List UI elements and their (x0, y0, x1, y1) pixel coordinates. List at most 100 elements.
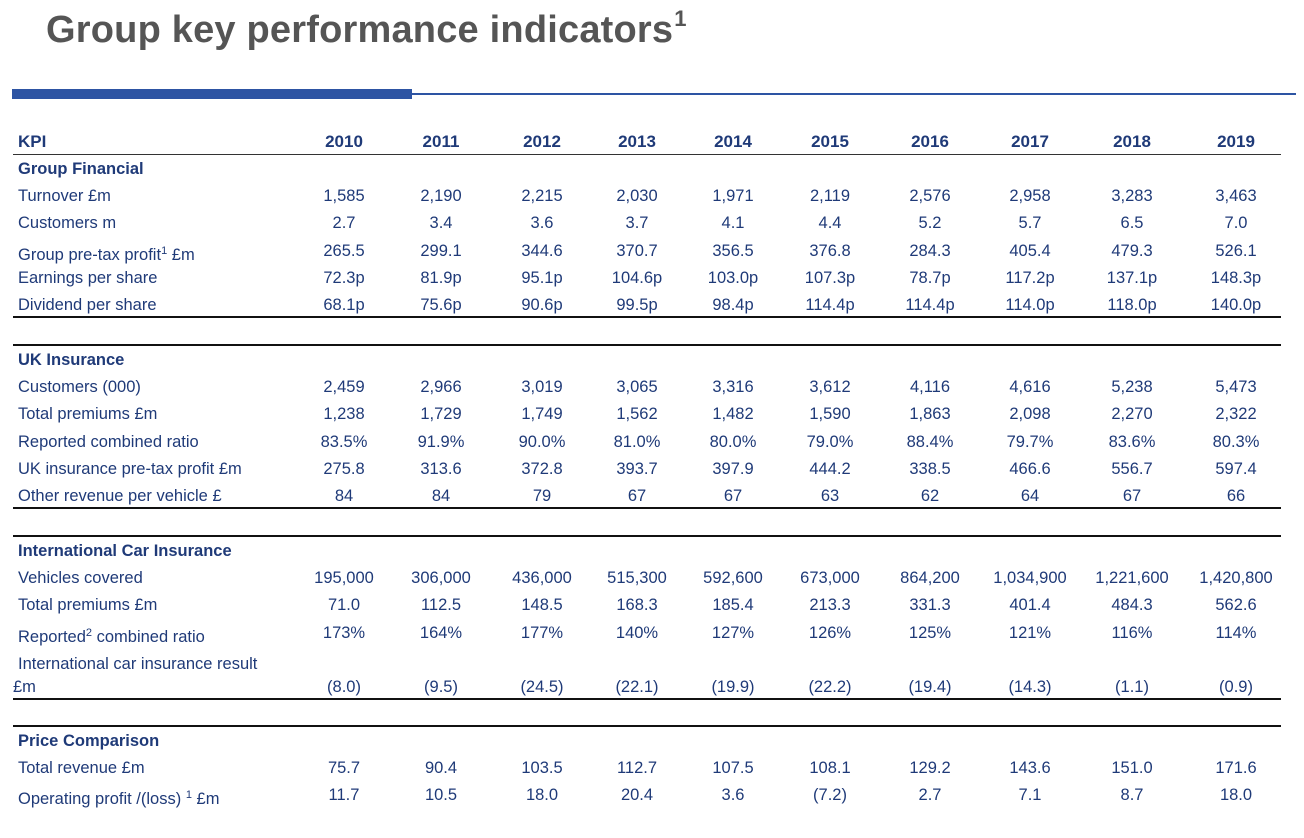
value-2018: 2,270 (1111, 405, 1153, 424)
table-row: Other revenue per vehicle £ 84 84 79 67 67 63 6… (13, 483, 1281, 510)
value-2013: 67 (627, 487, 647, 506)
value-2015: 108.1 (809, 759, 851, 777)
section-title: Price Comparison (18, 732, 160, 750)
value-2017: 7.1 (1018, 786, 1042, 805)
value-2011: 84 (431, 487, 451, 506)
value-2017: 1,034,900 (993, 569, 1067, 587)
value-2016: 338.5 (909, 459, 951, 478)
value-2017: (14.3) (1008, 677, 1052, 696)
row-label: Other revenue per vehicle £ (18, 487, 222, 506)
page-title-text: Group key performance indicators (46, 9, 674, 51)
value-2018: 137.1p (1106, 268, 1158, 287)
value-2014: 185.4 (712, 596, 754, 615)
header-year-2012: 2012 (523, 132, 561, 151)
value-2012: 344.6 (521, 241, 563, 260)
row-label: Operating profit /(loss) 1 £m (18, 789, 220, 809)
table-row: Earnings per share 72.3p 81.9p 95.1p 104.6p 1… (13, 265, 1281, 292)
row-label: International car insurance result (18, 654, 258, 673)
header-year-2018: 2018 (1113, 132, 1151, 151)
value-2019: 114% (1215, 623, 1257, 642)
section-end-rule (13, 507, 1281, 509)
value-2011: 75.6p (420, 296, 462, 315)
value-2018: 8.7 (1120, 786, 1144, 805)
value-2014: 3.6 (721, 786, 745, 805)
value-2015: 2,119 (809, 187, 851, 205)
value-2013: 168.3 (616, 596, 658, 615)
table-row: Customers m 2.7 3.4 3.6 3.7 4.1 4.4 5.2 5.7 6.5 7.… (13, 210, 1281, 237)
value-2014: 356.5 (712, 241, 754, 260)
value-2015: 673,000 (800, 569, 860, 587)
value-2017: 64 (1020, 487, 1040, 506)
value-2013: (22.1) (615, 677, 659, 696)
value-2013: 20.4 (620, 786, 654, 805)
value-2016: 2,576 (909, 187, 951, 205)
row-label: Group pre-tax profit1 £m (18, 244, 195, 264)
value-2014: 67 (723, 487, 743, 506)
value-2016: 864,200 (900, 569, 960, 587)
table-row: Group pre-tax profit1 £m 265.5 299.1 344.6 3… (13, 238, 1281, 265)
value-2015: 4.4 (818, 214, 842, 233)
value-2010: 1,238 (323, 405, 365, 424)
header-underline (13, 154, 1281, 155)
value-2019: 66 (1226, 487, 1246, 506)
section-end-rule (13, 698, 1281, 700)
value-2019: 148.3p (1210, 268, 1262, 287)
header-year-2014: 2014 (714, 132, 752, 151)
table-row: Reported2 combined ratio 173% 164% 177% 140%… (13, 620, 1281, 647)
value-2014: 592,600 (703, 569, 763, 587)
value-2013: 393.7 (616, 459, 658, 478)
value-2015: 79.0% (806, 432, 854, 451)
header-rule-thick (12, 89, 412, 99)
value-2015: 114.4p (805, 296, 855, 315)
section-end-rule (13, 316, 1281, 318)
table-row: UK insurance pre-tax profit £m 275.8 313.6… (13, 456, 1281, 483)
value-2016: 129.2 (909, 759, 951, 777)
value-2010: 84 (334, 487, 354, 506)
table-row: Total revenue £m 75.7 90.4 103.5 112.7 107.5 1… (13, 755, 1281, 782)
value-2010: 195,000 (314, 569, 374, 587)
value-2014: 98.4p (712, 296, 754, 315)
value-2017: 4,616 (1009, 378, 1051, 396)
value-2013: 3.7 (625, 214, 649, 233)
footnote-marker: 1 (161, 244, 168, 257)
value-2016: 284.3 (909, 241, 951, 260)
value-2015: 107.3p (804, 268, 856, 287)
page-title-footnote: 1 (674, 6, 687, 31)
value-2014: 3,316 (712, 378, 754, 396)
value-2016: 2.7 (918, 786, 942, 805)
value-2011: 10.5 (424, 786, 458, 805)
table-header-row: KPI 2010 2011 2012 2013 2014 2015 2016 2017 2018 2… (13, 128, 1281, 155)
header-rule-thin (412, 93, 1296, 95)
section-start-rule (13, 725, 1281, 727)
value-2016: 331.3 (909, 596, 951, 615)
value-2018: 83.6% (1108, 432, 1156, 451)
value-2014: 127% (711, 623, 755, 642)
row-label-line2: £m (13, 677, 36, 696)
value-2011: 90.4 (424, 759, 458, 777)
value-2017: 466.6 (1009, 459, 1051, 478)
value-2016: 88.4% (906, 432, 954, 451)
row-label: Reported combined ratio (18, 432, 199, 451)
value-2019: 562.6 (1215, 596, 1257, 615)
row-label: Total premiums £m (18, 596, 158, 615)
value-2018: 67 (1122, 487, 1142, 506)
footnote-marker: 2 (85, 626, 93, 639)
row-label: Dividend per share (18, 296, 157, 315)
value-2010: 83.5% (320, 432, 368, 451)
header-year-2017: 2017 (1011, 132, 1049, 151)
value-2013: 515,300 (607, 569, 667, 587)
value-2016: 78.7p (909, 268, 951, 287)
value-2012: 436,000 (512, 569, 572, 587)
value-2011: 112.5 (420, 596, 462, 615)
header-year-2015: 2015 (811, 132, 849, 151)
value-2012: 2,215 (521, 187, 563, 205)
value-2019: 597.4 (1215, 459, 1257, 478)
value-2019: 171.6 (1215, 759, 1257, 777)
value-2019: (0.9) (1219, 677, 1253, 696)
header-year-2010: 2010 (325, 132, 363, 151)
value-2016: (19.4) (908, 677, 952, 696)
value-2017: 5.7 (1018, 214, 1042, 233)
value-2018: 118.0p (1107, 296, 1157, 315)
value-2010: 68.1p (323, 296, 365, 315)
value-2010: 71.0 (327, 596, 361, 615)
